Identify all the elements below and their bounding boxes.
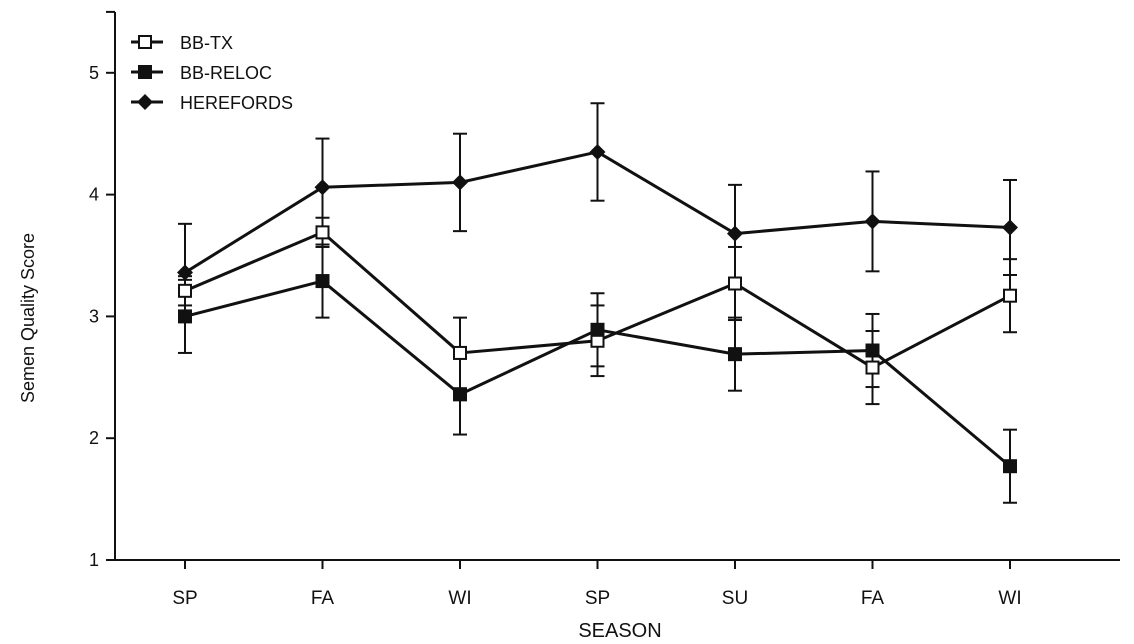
data-point-bb-reloc — [728, 347, 742, 362]
data-point-herefords — [452, 174, 468, 191]
y-tick-label: 1 — [89, 550, 99, 570]
legend-label-bb-tx: BB-TX — [180, 33, 233, 53]
y-tick-label: 4 — [89, 185, 99, 205]
x-axis-label: SEASON — [578, 620, 661, 642]
data-point-bb-tx — [178, 283, 192, 298]
data-point-bb-tx — [1003, 288, 1017, 303]
x-tick-label: WI — [998, 588, 1021, 609]
data-point-herefords — [1002, 219, 1018, 236]
data-point-bb-tx — [138, 35, 152, 49]
x-tick-label: FA — [861, 588, 885, 609]
data-point-bb-reloc — [865, 343, 880, 358]
data-point-bb-tx — [315, 225, 330, 240]
data-point-herefords — [589, 143, 606, 160]
data-point-herefords — [137, 94, 153, 110]
x-tick-label: WI — [448, 588, 471, 609]
legend-label-bb-reloc: BB-RELOC — [180, 63, 272, 83]
data-point-bb-tx — [865, 360, 880, 375]
data-point-herefords — [314, 179, 331, 196]
data-point-bb-reloc — [1003, 459, 1017, 474]
x-tick-label: FA — [311, 588, 335, 609]
data-point-herefords — [177, 264, 193, 281]
data-point-bb-reloc — [138, 65, 152, 79]
x-tick-label: SP — [585, 588, 610, 609]
axes: 1 2 3 4 5 SP FA WI SP SU FA WI — [89, 10, 1120, 609]
y-tick-label: 3 — [89, 306, 99, 326]
legend-label-herefords: HEREFORDS — [180, 93, 293, 113]
y-tick-label: 5 — [89, 63, 99, 83]
data-point-bb-reloc — [315, 274, 330, 289]
data-point-herefords — [864, 213, 881, 230]
data-point-bb-tx — [728, 276, 742, 291]
series-markers — [177, 143, 1018, 474]
y-tick-label: 2 — [89, 428, 99, 448]
data-point-bb-reloc — [178, 309, 192, 324]
x-tick-label: SP — [172, 588, 197, 609]
data-point-bb-reloc — [453, 387, 467, 402]
data-point-herefords — [727, 225, 743, 242]
data-point-bb-reloc — [590, 322, 605, 337]
x-tick-label: SU — [722, 588, 748, 609]
legend: BB-TX BB-RELOC HEREFORDS — [131, 33, 293, 113]
y-axis-label: Semen Quality Score — [18, 233, 38, 403]
error-bars — [178, 102, 1017, 504]
data-point-bb-tx — [453, 345, 467, 360]
